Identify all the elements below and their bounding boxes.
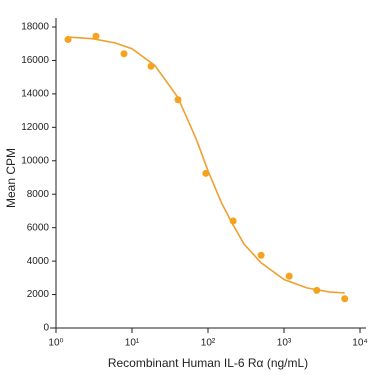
data-point <box>64 36 72 44</box>
y-tick-label: 16000 <box>21 55 49 66</box>
data-point <box>229 217 237 225</box>
y-tick-label: 12000 <box>21 122 49 133</box>
x-tick-label: 10³ <box>277 338 292 349</box>
fit-curve <box>67 36 345 294</box>
data-point <box>202 169 210 177</box>
y-tick-label: 8000 <box>27 189 50 200</box>
x-tick-label: 10¹ <box>125 338 140 349</box>
y-tick-label: 10000 <box>21 155 49 166</box>
data-point <box>313 286 321 294</box>
x-tick-label: 10⁰ <box>48 338 63 349</box>
data-point <box>92 32 100 40</box>
y-tick-label: 0 <box>43 323 49 334</box>
x-axis-title: Recombinant Human IL-6 Rα (ng/mL) <box>108 356 308 370</box>
data-point <box>285 272 293 280</box>
y-tick-label: 18000 <box>21 22 49 33</box>
y-tick-label: 14000 <box>21 89 49 100</box>
data-point <box>341 295 349 303</box>
y-tick-label: 6000 <box>27 222 50 233</box>
y-tick-label: 4000 <box>27 256 50 267</box>
y-tick-label: 2000 <box>27 289 50 300</box>
data-point <box>174 96 182 104</box>
x-tick-label: 10⁴ <box>352 338 367 349</box>
data-point <box>147 62 155 70</box>
x-tick-label: 10² <box>201 338 216 349</box>
data-point <box>120 50 128 58</box>
data-point <box>257 251 265 259</box>
y-axis-title: Mean CPM <box>4 148 18 208</box>
